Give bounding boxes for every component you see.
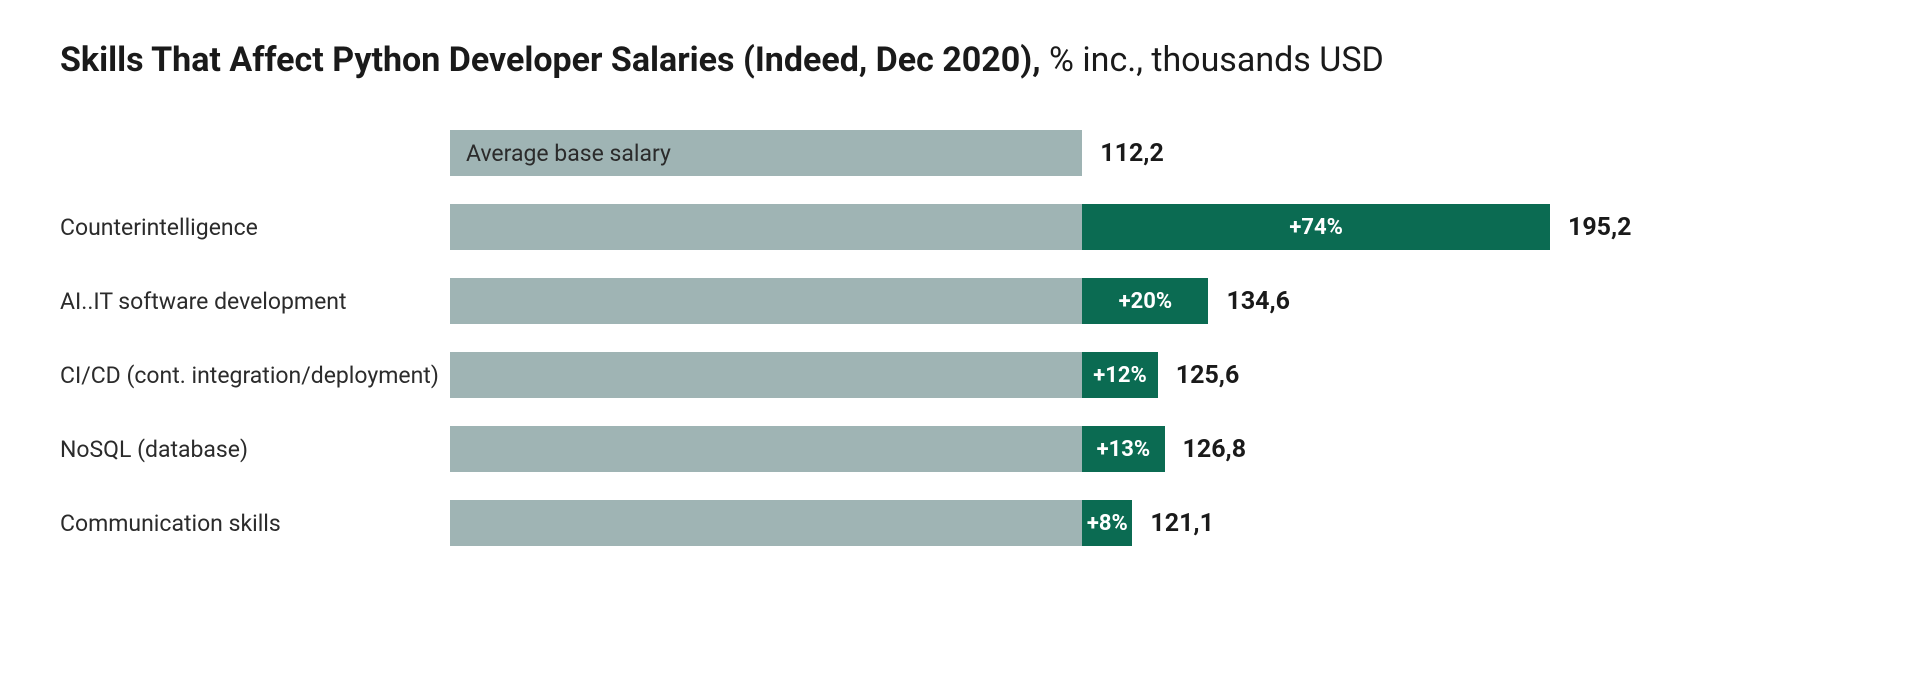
bars-container: +20% 134,6 [450, 278, 1860, 324]
bars-container: +13% 126,8 [450, 426, 1860, 472]
base-bar [450, 352, 1082, 398]
chart-row: Average base salary 112,2 [60, 130, 1860, 176]
increase-bar: +13% [1082, 426, 1164, 472]
base-bar [450, 426, 1082, 472]
row-label: Communication skills [60, 510, 450, 537]
base-bar: Average base salary [450, 130, 1082, 176]
total-value: 126,8 [1183, 435, 1247, 464]
total-value: 112,2 [1100, 139, 1164, 168]
increase-bar: +74% [1082, 204, 1550, 250]
bars-container: +12% 125,6 [450, 352, 1860, 398]
total-value: 134,6 [1226, 287, 1290, 316]
total-value: 125,6 [1176, 361, 1240, 390]
bars-container: Average base salary 112,2 [450, 130, 1860, 176]
increase-bar: +12% [1082, 352, 1158, 398]
chart-row: Counterintelligence +74% 195,2 [60, 204, 1860, 250]
chart-row: CI/CD (cont. integration/deployment)+12%… [60, 352, 1860, 398]
row-label: CI/CD (cont. integration/deployment) [60, 362, 450, 389]
base-bar [450, 278, 1082, 324]
chart-row: Communication skills +8% 121,1 [60, 500, 1860, 546]
increase-bar: +20% [1082, 278, 1208, 324]
base-bar [450, 204, 1082, 250]
increase-bar: +8% [1082, 500, 1132, 546]
row-label: Counterintelligence [60, 214, 450, 241]
base-bar [450, 500, 1082, 546]
chart-row: NoSQL (database) +13% 126,8 [60, 426, 1860, 472]
row-label: AI..IT software development [60, 288, 450, 315]
chart-area: Average base salary 112,2 Counterintellige… [60, 130, 1860, 546]
row-label: NoSQL (database) [60, 436, 450, 463]
chart-title: Skills That Affect Python Developer Sala… [60, 40, 1860, 80]
total-value: 121,1 [1150, 509, 1214, 538]
total-value: 195,2 [1568, 213, 1632, 242]
bars-container: +8% 121,1 [450, 500, 1860, 546]
bars-container: +74% 195,2 [450, 204, 1860, 250]
chart-title-light: % inc., thousands USD [1041, 40, 1384, 80]
chart-title-bold: Skills That Affect Python Developer Sala… [60, 40, 1041, 80]
chart-row: AI..IT software development +20% 134,6 [60, 278, 1860, 324]
